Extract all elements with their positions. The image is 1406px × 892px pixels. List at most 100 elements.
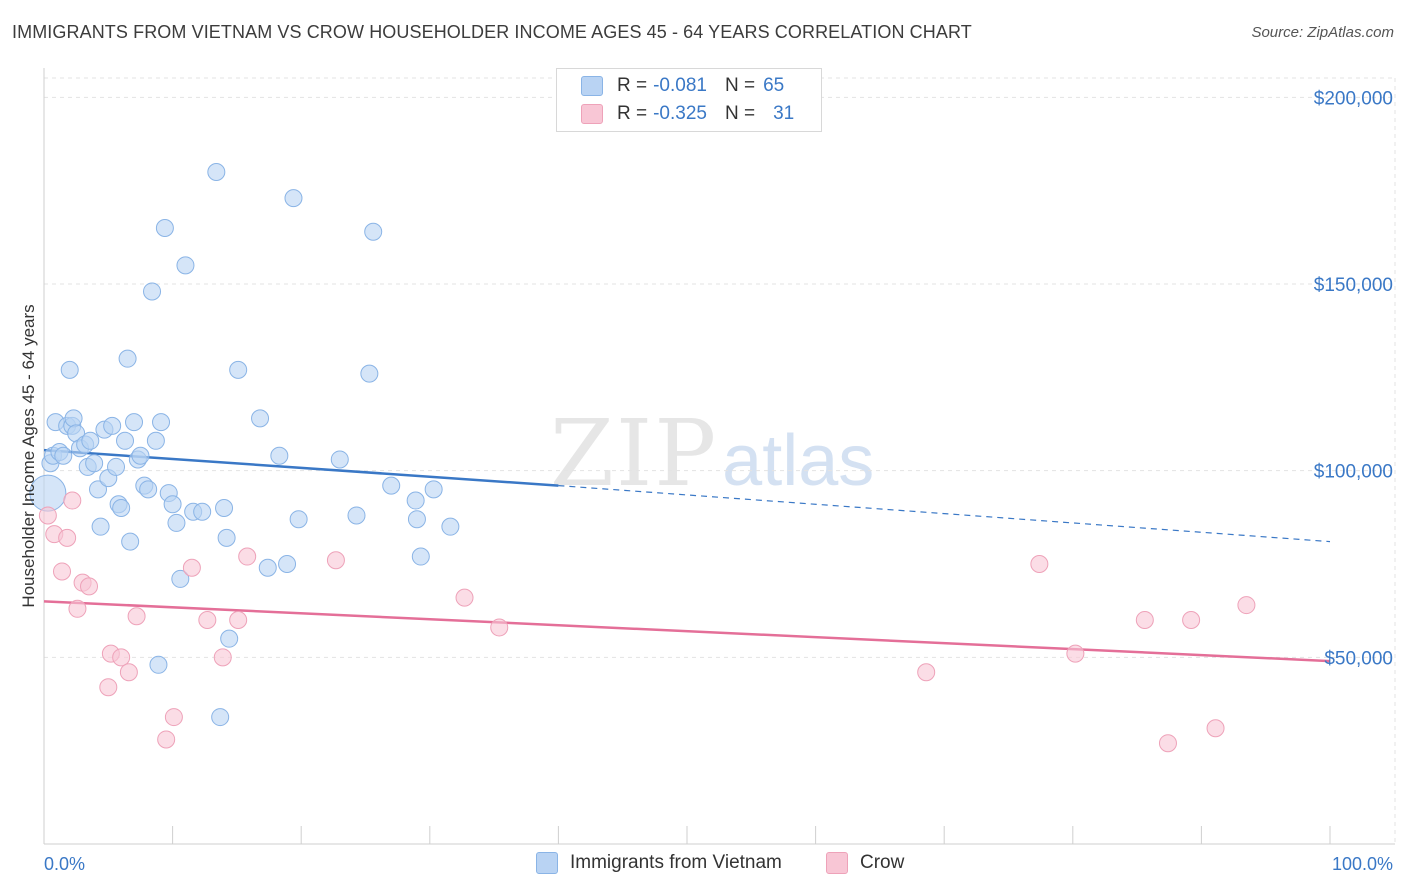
trend-line-crow xyxy=(43,600,1331,663)
point-vietnam xyxy=(278,555,297,573)
trend-lines xyxy=(43,448,1331,663)
point-crow xyxy=(490,618,509,637)
point-crow xyxy=(455,588,474,607)
point-vietnam xyxy=(284,189,303,208)
point-vietnam xyxy=(424,480,443,499)
legend-r-label: R = xyxy=(617,75,648,96)
point-crow xyxy=(1206,719,1225,738)
point-vietnam xyxy=(81,431,100,450)
point-vietnam xyxy=(193,502,212,521)
axes xyxy=(43,68,1395,845)
legend-swatch-vietnam xyxy=(536,852,558,874)
point-vietnam xyxy=(116,431,135,450)
point-crow xyxy=(157,730,176,749)
point-vietnam xyxy=(251,409,270,428)
point-crow xyxy=(182,558,201,577)
point-crow xyxy=(1066,644,1085,663)
point-vietnam xyxy=(215,499,234,517)
point-crow xyxy=(112,648,131,667)
point-vietnam xyxy=(289,510,308,529)
point-crow xyxy=(99,678,118,697)
legend-r-label: R = xyxy=(617,103,648,124)
y-tick-label: $150,000 xyxy=(1314,275,1393,296)
point-vietnam xyxy=(121,532,140,551)
point-vietnam xyxy=(167,513,186,532)
point-crow xyxy=(127,607,146,626)
point-crow xyxy=(63,491,82,510)
x-tick-label: 0.0% xyxy=(44,854,85,874)
point-crow xyxy=(326,551,345,570)
point-vietnam xyxy=(171,569,190,588)
legend-swatch-vietnam xyxy=(581,76,603,96)
y-tick-label: $100,000 xyxy=(1314,462,1393,483)
legend-n-label: N = xyxy=(724,75,756,96)
point-vietnam xyxy=(107,457,126,476)
point-vietnam xyxy=(54,446,73,465)
point-crow xyxy=(58,528,77,547)
y-tick-label: $200,000 xyxy=(1314,88,1393,109)
point-vietnam xyxy=(163,495,182,514)
point-vietnam xyxy=(258,558,277,577)
point-vietnam xyxy=(155,219,174,237)
point-crow xyxy=(198,611,217,629)
point-vietnam xyxy=(103,416,122,435)
point-vietnam xyxy=(211,708,230,727)
point-vietnam xyxy=(89,480,108,499)
point-vietnam xyxy=(176,256,195,275)
trend-line-vietnam-extended xyxy=(558,485,1331,543)
point-vietnam xyxy=(125,413,144,432)
source-label: Source: ZipAtlas.com xyxy=(1251,24,1394,41)
point-vietnam xyxy=(411,547,430,566)
point-vietnam xyxy=(270,446,289,465)
point-vietnam xyxy=(118,349,137,368)
point-vietnam xyxy=(146,431,165,450)
point-crow xyxy=(1182,611,1201,629)
point-vietnam xyxy=(60,360,79,379)
legend-n-label: N = xyxy=(724,103,756,124)
point-crow xyxy=(164,708,183,727)
legend-row-crow: R = -0.325 N = 31 xyxy=(581,101,794,127)
point-vietnam xyxy=(143,282,162,301)
point-vietnam xyxy=(406,491,425,510)
legend-item-vietnam[interactable]: Immigrants from Vietnam xyxy=(536,852,782,874)
y-axis-label: Householder Income Ages 45 - 64 years xyxy=(19,304,38,607)
legend-r-value: -0.325 xyxy=(653,103,707,124)
point-crow xyxy=(229,611,248,629)
stats-legend: R = -0.081 N = 65 R = -0.325 N = 31 xyxy=(556,68,822,132)
point-vietnam xyxy=(347,506,366,525)
point-vietnam xyxy=(364,222,383,241)
legend-item-crow[interactable]: Crow xyxy=(826,852,904,874)
point-vietnam xyxy=(217,528,236,547)
legend-swatch-crow xyxy=(581,104,603,124)
gridlines xyxy=(44,77,1396,844)
legend-n-value: 31 xyxy=(773,103,795,124)
point-crow xyxy=(917,663,936,682)
point-crow xyxy=(238,547,257,566)
point-vietnam xyxy=(207,163,226,181)
point-crow xyxy=(119,663,138,682)
legend-swatch-crow xyxy=(826,852,848,874)
point-crow xyxy=(1237,596,1256,615)
point-crow xyxy=(80,577,99,596)
point-vietnam xyxy=(220,629,239,648)
point-vietnam xyxy=(407,510,426,529)
point-crow xyxy=(1135,611,1154,629)
point-vietnam xyxy=(139,480,158,499)
series-legend: Immigrants from Vietnam Crow xyxy=(0,852,1406,878)
legend-r-value: -0.081 xyxy=(653,75,707,96)
point-vietnam xyxy=(85,454,104,473)
legend-row-vietnam: R = -0.081 N = 65 xyxy=(581,73,784,99)
point-crow xyxy=(38,506,57,525)
point-vietnam xyxy=(64,409,83,428)
point-crow xyxy=(53,562,72,581)
point-vietnam xyxy=(149,655,168,674)
point-crow xyxy=(68,599,87,618)
point-vietnam xyxy=(441,517,460,536)
tick-labels: $50,000 $100,000 $150,000 $200,000 0.0% 100.0… xyxy=(19,88,1393,874)
point-vietnam xyxy=(112,499,131,517)
legend-n-value: 65 xyxy=(763,75,785,96)
point-vietnam xyxy=(91,517,110,536)
point-vietnam xyxy=(330,450,349,469)
point-vietnam xyxy=(152,413,171,432)
